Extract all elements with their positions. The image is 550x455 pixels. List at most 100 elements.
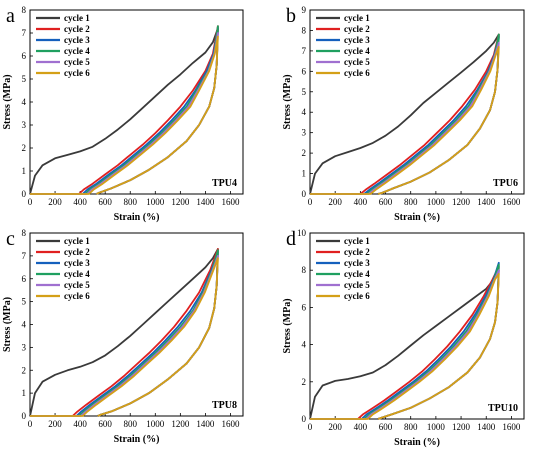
legend-label: cycle 5 (64, 280, 90, 290)
plot-frame (309, 232, 525, 420)
x-tick-label: 1600 (221, 419, 240, 429)
x-tick-label: 1600 (221, 197, 240, 207)
series-curves (29, 25, 219, 195)
series-line-cycle-2 (310, 265, 500, 420)
series-curves (309, 33, 500, 195)
x-tick-label: 1200 (171, 197, 190, 207)
x-tick-label: 1200 (452, 422, 471, 432)
x-tick-label: 1200 (171, 419, 190, 429)
y-tick-label: 5 (22, 74, 27, 84)
legend-label: cycle 1 (344, 13, 370, 23)
sample-label: TPU8 (212, 400, 237, 411)
x-tick-label: 1000 (427, 422, 446, 432)
x-tick-label: 1400 (477, 422, 496, 432)
y-tick-label: 4 (302, 107, 307, 117)
series-line-cycle-1 (309, 269, 500, 420)
legend-label: cycle 2 (344, 247, 370, 257)
x-tick-label: 1600 (502, 422, 521, 432)
panel-letter: c (6, 228, 15, 250)
y-tick-label: 4 (22, 97, 27, 107)
x-tick-label: 1400 (477, 197, 496, 207)
legend-label: cycle 3 (344, 35, 370, 45)
sample-label: TPU6 (493, 178, 518, 189)
y-axis-label: Stress (MPa) (2, 74, 13, 129)
x-tick-label: 0 (28, 419, 33, 429)
series-curves (309, 261, 500, 420)
legend-label: cycle 2 (64, 247, 90, 257)
series-line-cycle-4 (310, 263, 500, 420)
y-tick-label: 10 (297, 228, 307, 238)
legend-label: cycle 3 (344, 258, 370, 268)
x-tick-label: 1600 (502, 197, 521, 207)
x-tick-label: 600 (98, 419, 112, 429)
y-tick-label: 8 (302, 25, 307, 35)
x-tick-label: 1000 (146, 419, 165, 429)
series-line-cycle-5 (30, 255, 219, 417)
y-tick-label: 8 (22, 5, 27, 15)
sample-label: TPU4 (212, 178, 237, 189)
y-tick-label: 6 (22, 51, 27, 61)
y-tick-label: 7 (22, 28, 27, 38)
legend-label: cycle 6 (344, 291, 370, 301)
y-tick-label: 2 (302, 377, 307, 387)
y-tick-label: 2 (302, 148, 307, 158)
x-tick-label: 200 (328, 197, 342, 207)
legend-label: cycle 5 (344, 280, 370, 290)
series-line-cycle-5 (310, 269, 500, 420)
y-tick-label: 0 (22, 189, 27, 199)
series-line-cycle-3 (30, 250, 219, 417)
y-tick-label: 0 (302, 414, 307, 424)
sample-label: TPU10 (488, 403, 518, 414)
panel-a: 0 200 400 600 800 1000 1200 1400 1600 0 1 2 3 4 5 6 7 8 St… (2, 5, 244, 223)
panel-b: 0 200 400 600 800 1000 1200 1400 1600 0 1 2 3 4 5 6 7 8 9 S… (282, 5, 525, 223)
y-tick-label: 9 (302, 5, 307, 15)
y-tick-label: 5 (22, 297, 27, 307)
legend-label: cycle 4 (64, 269, 90, 279)
legend-label: cycle 4 (344, 269, 370, 279)
legend-label: cycle 4 (344, 46, 370, 56)
x-tick-label: 800 (404, 197, 418, 207)
legend-label: cycle 6 (344, 68, 370, 78)
y-tick-label: 1 (302, 169, 307, 179)
legend-label: cycle 2 (344, 24, 370, 34)
y-tick-label: 4 (302, 340, 307, 350)
x-tick-label: 1200 (452, 197, 471, 207)
series-line-cycle-6 (310, 45, 500, 195)
x-tick-label: 400 (354, 422, 368, 432)
x-tick-label: 800 (123, 197, 137, 207)
y-tick-label: 2 (22, 143, 27, 153)
panel-c: 0 200 400 600 800 1000 1200 1400 1600 0 1 2 3 4 5 6 7 8 St… (2, 228, 244, 445)
panel-letter: d (286, 228, 296, 250)
legend-label: cycle 1 (64, 13, 90, 23)
legend-label: cycle 2 (64, 24, 90, 34)
x-tick-label: 200 (328, 422, 342, 432)
x-tick-label: 400 (354, 197, 368, 207)
legend-label: cycle 4 (64, 46, 90, 56)
x-tick-label: 600 (379, 422, 393, 432)
x-tick-label: 400 (73, 419, 87, 429)
series-line-cycle-6 (30, 35, 219, 195)
series-line-cycle-1 (29, 27, 219, 195)
series-line-cycle-3 (310, 35, 500, 195)
series-line-cycle-5 (30, 32, 219, 195)
panel-d: 0 200 400 600 800 1000 1200 1400 1600 0 2 4 6 8 10 Stra… (282, 228, 525, 448)
legend-label: cycle 1 (64, 236, 90, 246)
y-axis-label: Stress (MPa) (2, 297, 13, 352)
x-tick-label: 1400 (196, 197, 215, 207)
y-tick-label: 8 (302, 265, 307, 275)
x-tick-label: 200 (48, 419, 62, 429)
x-tick-label: 800 (123, 419, 137, 429)
x-tick-label: 0 (308, 197, 313, 207)
x-tick-label: 1000 (146, 197, 165, 207)
y-axis-label: Stress (MPa) (282, 298, 293, 353)
y-tick-label: 4 (22, 320, 27, 330)
x-tick-label: 600 (379, 197, 393, 207)
x-tick-label: 0 (308, 422, 313, 432)
x-axis-label: Strain (%) (114, 434, 160, 445)
